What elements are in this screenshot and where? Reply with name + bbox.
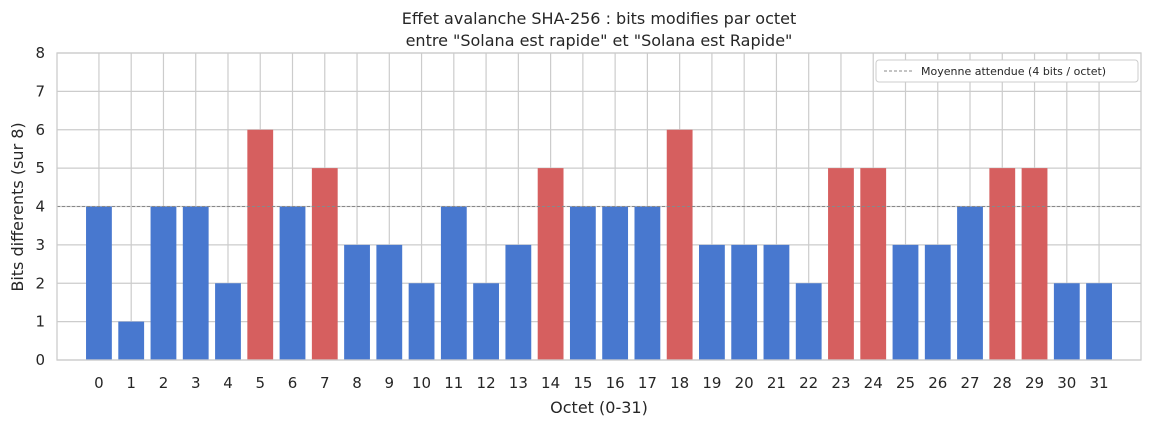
x-tick-14: 14: [541, 374, 560, 392]
legend-label: Moyenne attendue (4 bits / octet): [921, 65, 1106, 78]
x-tick-31: 31: [1090, 374, 1109, 392]
bar-octet-26: [924, 244, 951, 360]
legend-box: [875, 59, 1139, 83]
y-tick-1: 1: [35, 313, 45, 331]
x-tick-22: 22: [799, 374, 818, 392]
bar-octet-22: [795, 283, 822, 360]
x-axis-label: Octet (0-31): [550, 398, 648, 417]
x-tick-30: 30: [1057, 374, 1076, 392]
x-tick-21: 21: [767, 374, 786, 392]
bar-octet-20: [731, 244, 758, 360]
bar-octet-19: [699, 244, 725, 360]
bar-octet-28: [989, 168, 1016, 360]
x-tick-29: 29: [1025, 374, 1044, 392]
x-tick-25: 25: [896, 374, 915, 392]
plot-frame: [56, 52, 1142, 361]
bar-octet-8: [344, 244, 370, 360]
x-tick-20: 20: [735, 374, 754, 392]
y-tick-2: 2: [35, 274, 45, 292]
x-tick-10: 10: [412, 374, 431, 392]
x-tick-0: 0: [94, 374, 104, 392]
bar-octet-18: [666, 129, 693, 360]
x-tick-24: 24: [864, 374, 883, 392]
bar-octet-31: [1086, 283, 1112, 360]
bar-octet-21: [763, 244, 790, 360]
bar-octet-4: [215, 283, 241, 360]
bar-octet-10: [408, 283, 435, 360]
y-tick-4: 4: [35, 198, 45, 216]
bar-octet-23: [828, 168, 854, 360]
bar-octet-12: [473, 283, 499, 360]
bar-octet-1: [118, 321, 145, 360]
x-tick-6: 6: [288, 374, 298, 392]
x-tick-3: 3: [191, 374, 201, 392]
bars: [86, 129, 1112, 360]
bar-octet-7: [311, 168, 338, 360]
y-tick-0: 0: [35, 351, 45, 369]
y-tick-6: 6: [35, 121, 45, 139]
bar-octet-11: [440, 206, 467, 360]
x-tick-15: 15: [573, 374, 592, 392]
bar-octet-15: [569, 206, 596, 360]
x-tick-28: 28: [993, 374, 1012, 392]
chart-title-line2: entre "Solana est rapide" et "Solana est…: [406, 31, 793, 50]
bar-octet-27: [957, 206, 983, 360]
x-tick-11: 11: [444, 374, 463, 392]
x-tick-1: 1: [126, 374, 136, 392]
x-tick-12: 12: [477, 374, 496, 392]
bar-octet-6: [279, 206, 306, 360]
bar-octet-30: [1053, 283, 1080, 360]
y-tick-3: 3: [35, 236, 45, 254]
y-tick-8: 8: [35, 44, 45, 62]
x-tick-18: 18: [670, 374, 689, 392]
bar-octet-14: [537, 168, 564, 360]
legend: Moyenne attendue (4 bits / octet): [875, 59, 1139, 83]
bar-octet-2: [150, 206, 177, 360]
x-tick-27: 27: [960, 374, 979, 392]
bar-octet-0: [86, 206, 112, 360]
x-tick-9: 9: [385, 374, 395, 392]
x-tick-16: 16: [606, 374, 625, 392]
bar-octet-25: [892, 244, 919, 360]
bar-octet-16: [602, 206, 629, 360]
bar-octet-3: [182, 206, 209, 360]
y-tick-7: 7: [35, 82, 45, 100]
x-tick-4: 4: [223, 374, 233, 392]
x-tick-2: 2: [159, 374, 169, 392]
bar-octet-24: [860, 168, 887, 360]
bar-octet-13: [505, 244, 532, 360]
x-tick-13: 13: [509, 374, 528, 392]
y-axis-label: Bits differents (sur 8): [8, 122, 27, 291]
x-tick-5: 5: [255, 374, 265, 392]
bar-octet-9: [376, 244, 403, 360]
bar-octet-5: [247, 129, 274, 360]
bar-octet-29: [1021, 168, 1048, 360]
x-tick-7: 7: [320, 374, 330, 392]
x-tick-8: 8: [352, 374, 362, 392]
x-tick-23: 23: [831, 374, 850, 392]
x-tick-19: 19: [702, 374, 721, 392]
x-tick-17: 17: [638, 374, 657, 392]
x-tick-labels: 0 1 2 3 4 5 6 7 8 9 10 11 12 13 14 15 16 17 18 19 20 21 22 23 24…: [94, 374, 1108, 392]
y-tick-labels: 0 1 2 3 4 5 6 7 8: [35, 44, 45, 369]
chart-title-line1: Effet avalanche SHA-256 : bits modifies …: [402, 9, 797, 28]
x-tick-26: 26: [928, 374, 947, 392]
y-tick-5: 5: [35, 159, 45, 177]
bar-octet-17: [634, 206, 661, 360]
